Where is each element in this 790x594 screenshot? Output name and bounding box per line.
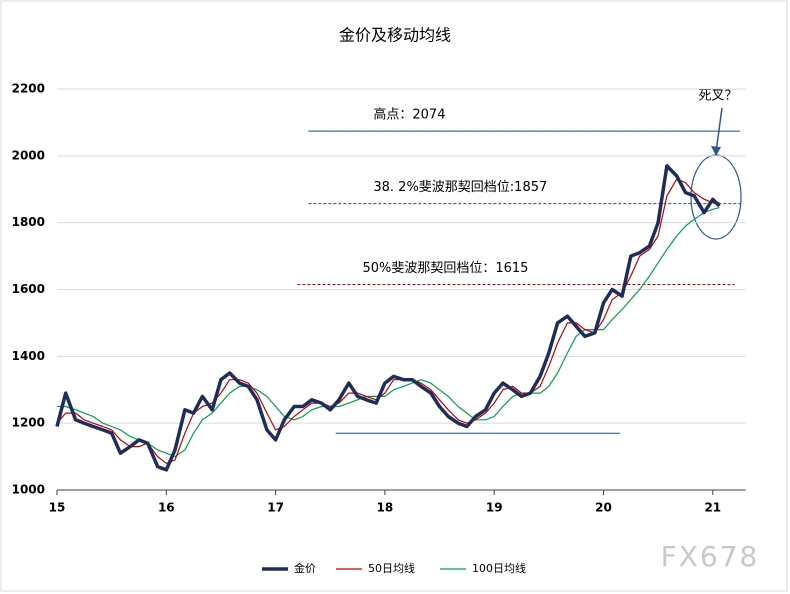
x-tick-label: 21 <box>704 501 721 515</box>
chart-title: 金价及移动均线 <box>339 26 451 45</box>
callout-arrow <box>715 107 723 153</box>
x-tick-label: 16 <box>158 501 175 515</box>
y-tick-label: 1600 <box>12 282 45 296</box>
annotation-text: 38. 2%斐波那契回档位:1857 <box>373 180 547 195</box>
y-tick-label: 1000 <box>12 483 45 497</box>
x-tick-label: 17 <box>267 501 284 515</box>
x-tick-label: 18 <box>377 501 394 515</box>
legend-label: 50日均线 <box>368 561 415 575</box>
x-tick-label: 19 <box>486 501 503 515</box>
series-line <box>55 164 721 472</box>
x-tick-label: 15 <box>49 501 66 515</box>
legend-label: 100日均线 <box>472 561 526 575</box>
watermark: FX678 <box>661 540 760 573</box>
annotation-text: 50%斐波那契回档位：1615 <box>362 261 528 276</box>
annotation-text: 高点：2074 <box>373 107 445 123</box>
y-tick-label: 2200 <box>12 82 45 96</box>
legend-label: 金价 <box>294 561 316 575</box>
x-tick-label: 20 <box>595 501 612 515</box>
series-line <box>57 207 720 458</box>
callout-text: 死叉？ <box>698 89 737 104</box>
callout-arrowhead <box>711 146 721 156</box>
y-tick-label: 1800 <box>12 215 45 229</box>
y-tick-label: 1200 <box>12 416 45 430</box>
y-tick-label: 1400 <box>12 349 45 363</box>
y-tick-label: 2000 <box>12 148 45 162</box>
